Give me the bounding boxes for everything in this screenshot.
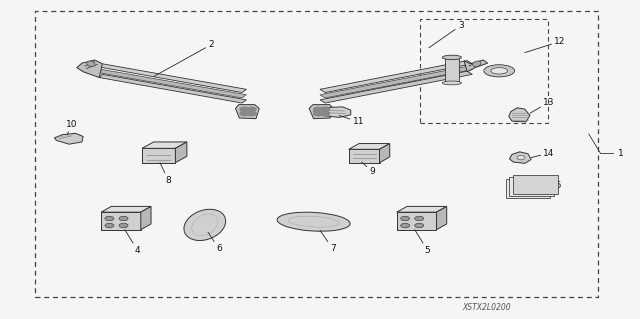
Text: XSTX2L0200: XSTX2L0200 <box>462 303 511 312</box>
Polygon shape <box>99 70 246 98</box>
Circle shape <box>240 111 249 116</box>
Polygon shape <box>464 60 488 72</box>
Polygon shape <box>349 149 380 163</box>
Text: 10: 10 <box>66 120 77 135</box>
Polygon shape <box>349 144 390 149</box>
Circle shape <box>119 223 128 228</box>
Circle shape <box>119 216 128 221</box>
Text: 14: 14 <box>531 149 555 158</box>
Polygon shape <box>142 142 187 148</box>
Circle shape <box>321 111 330 116</box>
Polygon shape <box>397 212 436 230</box>
Ellipse shape <box>484 65 515 77</box>
Text: 9: 9 <box>362 162 375 176</box>
Polygon shape <box>141 206 151 230</box>
Ellipse shape <box>442 81 461 85</box>
Polygon shape <box>380 144 390 163</box>
Polygon shape <box>513 175 558 194</box>
Ellipse shape <box>491 68 508 74</box>
Polygon shape <box>509 152 531 163</box>
Circle shape <box>321 107 330 112</box>
Polygon shape <box>309 105 333 119</box>
Text: 2: 2 <box>154 40 214 77</box>
Text: 6: 6 <box>208 232 221 253</box>
Polygon shape <box>99 64 246 93</box>
Polygon shape <box>77 60 102 78</box>
Polygon shape <box>506 179 550 198</box>
Circle shape <box>247 111 256 116</box>
Ellipse shape <box>517 155 525 160</box>
Polygon shape <box>509 177 554 196</box>
Circle shape <box>105 216 114 221</box>
Text: 13: 13 <box>530 98 555 113</box>
Polygon shape <box>445 57 459 83</box>
Polygon shape <box>320 71 472 103</box>
Polygon shape <box>436 206 447 230</box>
Ellipse shape <box>87 61 95 67</box>
Ellipse shape <box>184 209 226 241</box>
Ellipse shape <box>473 61 481 67</box>
Text: 1: 1 <box>618 149 623 158</box>
Text: 11: 11 <box>339 115 364 126</box>
Text: 12: 12 <box>525 37 566 53</box>
Polygon shape <box>320 61 472 93</box>
Circle shape <box>105 223 114 228</box>
Text: 4: 4 <box>125 230 140 255</box>
Polygon shape <box>101 206 151 212</box>
Text: 7: 7 <box>320 230 335 253</box>
Text: 5: 5 <box>415 230 430 255</box>
Polygon shape <box>175 142 187 163</box>
Polygon shape <box>397 206 447 212</box>
Text: 15: 15 <box>534 181 563 189</box>
Circle shape <box>415 223 424 228</box>
Circle shape <box>314 111 323 116</box>
Text: 8: 8 <box>160 163 171 185</box>
Circle shape <box>314 107 323 112</box>
Circle shape <box>401 216 410 221</box>
Polygon shape <box>236 105 259 119</box>
Circle shape <box>415 216 424 221</box>
Polygon shape <box>142 148 175 163</box>
Polygon shape <box>320 66 472 98</box>
Polygon shape <box>314 107 351 117</box>
Ellipse shape <box>277 212 350 231</box>
Text: 3: 3 <box>429 21 463 48</box>
Circle shape <box>401 223 410 228</box>
Polygon shape <box>101 212 141 230</box>
Circle shape <box>240 107 249 112</box>
Circle shape <box>247 107 256 112</box>
Ellipse shape <box>442 55 461 60</box>
Polygon shape <box>509 108 530 122</box>
Polygon shape <box>54 133 83 144</box>
Polygon shape <box>99 74 246 103</box>
